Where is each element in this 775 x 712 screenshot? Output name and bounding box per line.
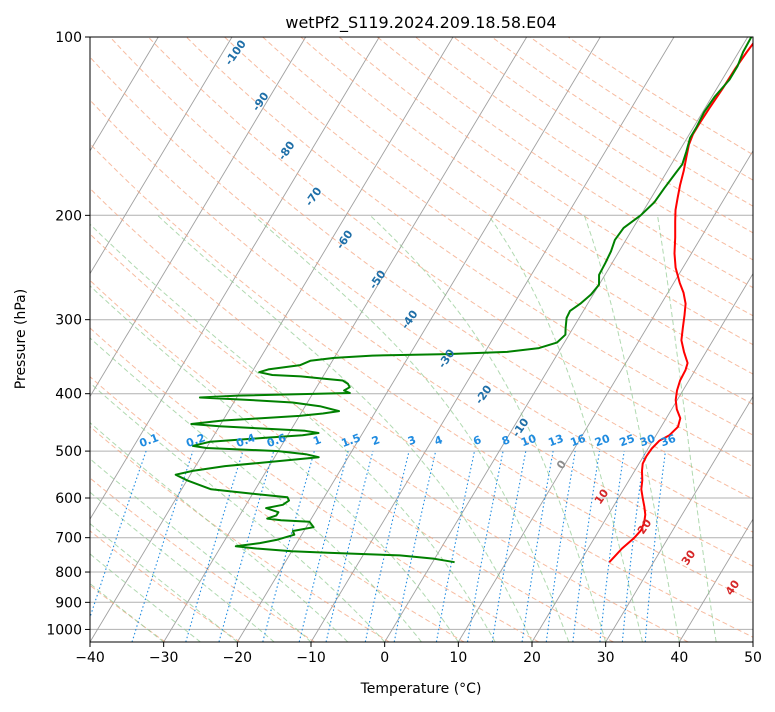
x-tick-label: −40	[75, 650, 105, 666]
y-axis-label: Pressure (hPa)	[13, 289, 29, 389]
y-tick-label: 700	[55, 531, 82, 547]
x-axis-label: Temperature (°C)	[360, 681, 482, 697]
x-tick-label: 20	[523, 650, 541, 666]
y-tick-label: 300	[55, 313, 82, 329]
chart-title: wetPf2_S119.2024.209.18.58.E04	[285, 13, 556, 33]
y-tick-label: 400	[55, 387, 82, 403]
y-tick-label: 200	[55, 208, 82, 224]
y-tick-label: 800	[55, 565, 82, 581]
x-tick-label: −20	[223, 650, 253, 666]
x-tick-label: 50	[744, 650, 762, 666]
x-tick-label: 30	[597, 650, 615, 666]
y-tick-label: 600	[55, 491, 82, 507]
x-tick-label: −10	[296, 650, 326, 666]
x-tick-label: 0	[380, 650, 389, 666]
y-tick-label: 900	[55, 595, 82, 611]
x-tick-label: −30	[149, 650, 179, 666]
y-tick-label: 100	[55, 30, 82, 46]
x-tick-label: 40	[670, 650, 688, 666]
y-tick-label: 500	[55, 444, 82, 460]
y-tick-label: 1000	[46, 622, 82, 638]
x-tick-label: 10	[449, 650, 467, 666]
